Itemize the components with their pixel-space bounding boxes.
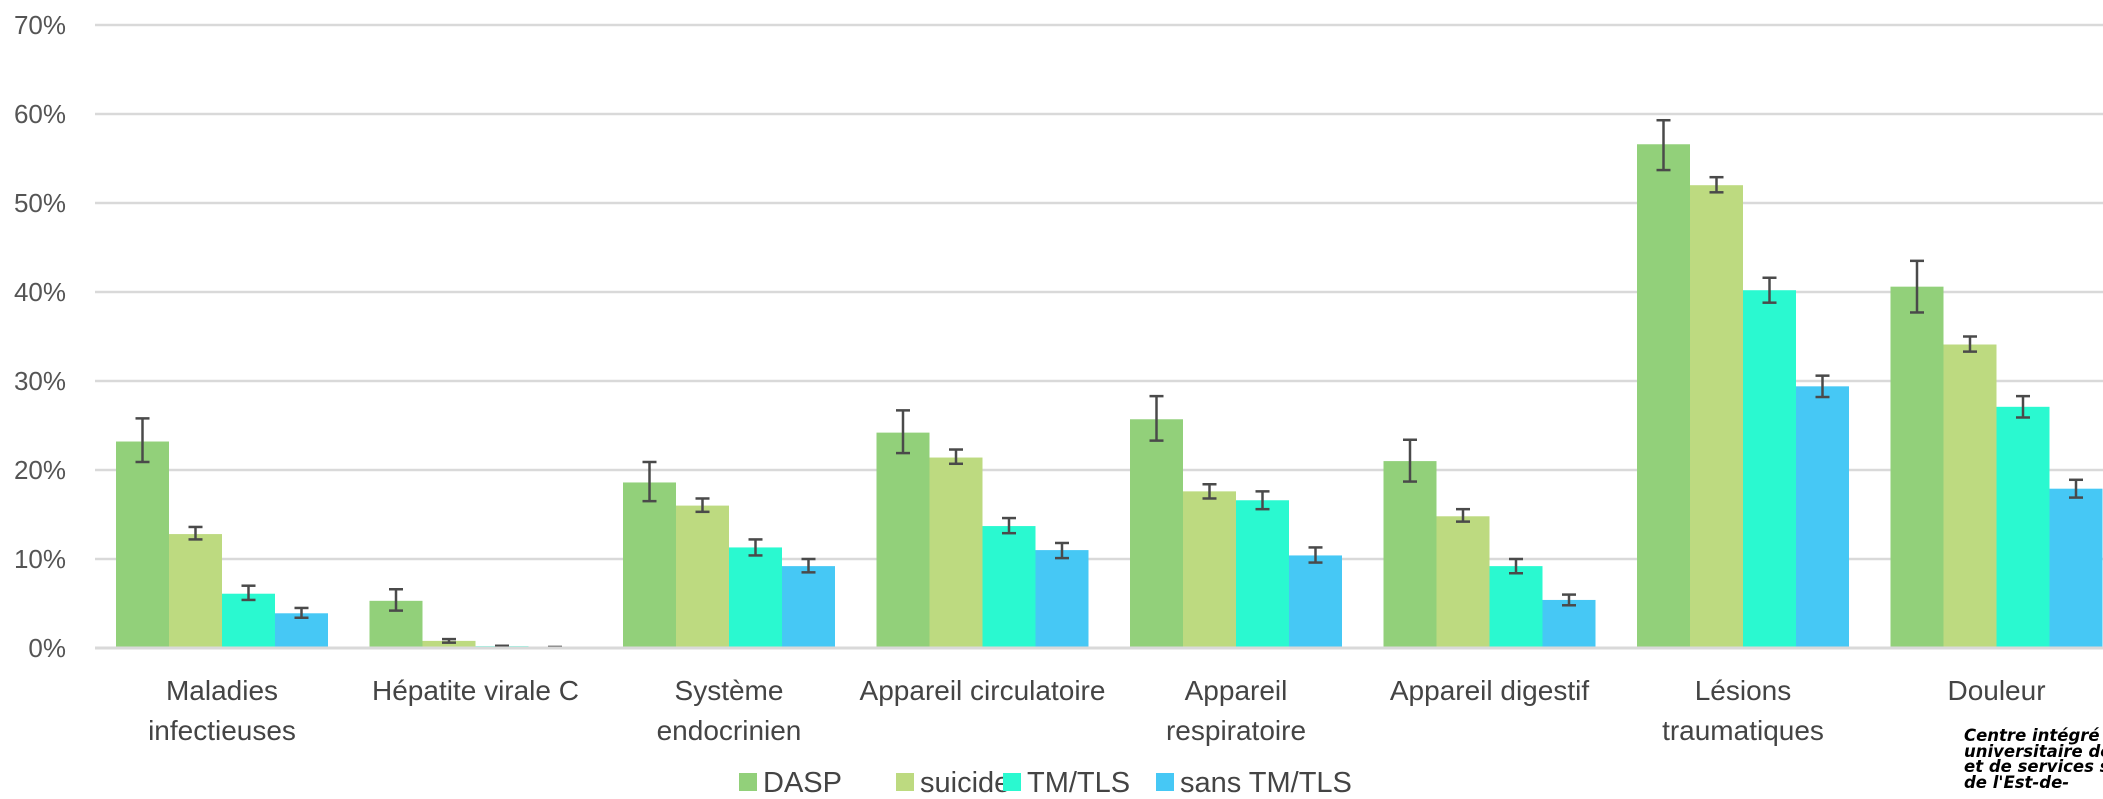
- error-bar: [1255, 490, 1270, 511]
- bar: [1436, 516, 1490, 648]
- error-bar: [1308, 546, 1323, 564]
- y-tick-label: 50%: [14, 188, 66, 218]
- corner-note-line: Centre intégré: [1964, 726, 2100, 745]
- error-bar: [1815, 374, 1830, 399]
- corner-note-line: universitaire de santé: [1964, 741, 2103, 761]
- bar: [1289, 555, 1342, 648]
- x-tick-label: Appareil circulatoire: [860, 675, 1106, 706]
- bar: [1690, 185, 1743, 648]
- y-axis-ticks: 0% 10% 20% 30% 40% 50% 60% 70%: [14, 10, 66, 663]
- y-tick-label: 0%: [28, 633, 66, 663]
- x-tick-label: Appareil respiratoire: [1166, 675, 1306, 746]
- bar: [1743, 290, 1796, 648]
- error-bar: [1002, 516, 1016, 535]
- bars: [116, 144, 2103, 648]
- y-tick-label: 10%: [14, 544, 66, 574]
- error-bar: [442, 637, 456, 644]
- y-tick-label: 30%: [14, 366, 66, 396]
- bar: [1943, 344, 1997, 648]
- bar: [1130, 419, 1183, 648]
- error-bar: [1762, 276, 1777, 304]
- error-bar: [949, 448, 963, 466]
- bar: [116, 441, 169, 648]
- bar: [275, 613, 328, 648]
- bar: [222, 593, 275, 648]
- x-tick-label: Lésions traumatiques: [1662, 675, 1824, 746]
- bar: [929, 457, 983, 648]
- gridlines: [95, 23, 2103, 561]
- error-bar: [695, 497, 710, 514]
- bar: [2049, 488, 2103, 648]
- bar: [982, 526, 1036, 648]
- bar: [1183, 491, 1236, 648]
- bar: [1236, 500, 1289, 648]
- bar: [1637, 144, 1690, 648]
- error-bar: [389, 588, 403, 612]
- error-bar: [1656, 118, 1671, 172]
- bar: [169, 534, 222, 648]
- bar: [1796, 386, 1849, 648]
- x-tick-label: Appareil digestif: [1390, 675, 1589, 706]
- error-bar: [1149, 394, 1164, 442]
- y-tick-label: 70%: [14, 10, 66, 40]
- legend-label: suicide: [920, 767, 1010, 799]
- error-bar: [642, 460, 657, 503]
- bar: [782, 566, 835, 648]
- legend-label: DASP: [763, 767, 842, 799]
- error-bar: [1562, 593, 1576, 607]
- bar: [422, 640, 476, 648]
- x-tick-label: Système endocrinien: [657, 675, 802, 746]
- bar: [676, 505, 729, 648]
- bar: [729, 547, 782, 648]
- error-bar: [294, 606, 309, 619]
- bar: [1035, 550, 1089, 648]
- legend: DASP suicide TM/TLS sans TM/TLS: [739, 767, 1352, 799]
- error-bar: [241, 584, 256, 602]
- y-tick-label: 40%: [14, 277, 66, 307]
- error-bar: [135, 417, 150, 464]
- bar: [1890, 286, 1944, 648]
- legend-label: sans TM/TLS: [1180, 767, 1352, 799]
- x-tick-label: Maladies infectieuses: [148, 675, 296, 746]
- bar: [1489, 566, 1543, 648]
- error-bar: [2069, 478, 2083, 499]
- error-bar: [1403, 438, 1417, 483]
- error-bar: [1963, 335, 1977, 353]
- legend-entry: suicide: [896, 767, 1010, 799]
- legend-swatch: [1156, 773, 1174, 791]
- y-tick-label: 60%: [14, 99, 66, 129]
- error-bar: [1055, 541, 1069, 560]
- legend-entry: TM/TLS: [1003, 767, 1130, 799]
- y-tick-label: 20%: [14, 455, 66, 485]
- error-bar: [1509, 557, 1523, 575]
- error-bar: [748, 538, 763, 557]
- error-bar: [1202, 482, 1217, 500]
- error-bar: [2016, 394, 2030, 419]
- legend-entry: DASP: [739, 767, 842, 799]
- bar: [1383, 461, 1437, 648]
- legend-swatch: [896, 773, 914, 791]
- corner-note-line: et de services sociaux: [1964, 757, 2103, 776]
- bar: [1542, 599, 1596, 648]
- corner-note: Centre intégré universitaire de santé et…: [1964, 728, 2103, 790]
- legend-entry: sans TM/TLS: [1156, 767, 1352, 799]
- x-axis-labels: Maladies infectieuses Hépatite virale C Sys…: [148, 675, 2045, 746]
- error-bar: [1456, 507, 1470, 523]
- corner-note-line: de l'Est-de-: [1964, 772, 2070, 792]
- x-tick-label: Douleur: [1947, 675, 2045, 706]
- legend-swatch: [739, 773, 757, 791]
- bar: [1996, 406, 2050, 648]
- legend-label: TM/TLS: [1027, 767, 1130, 799]
- x-tick-label: Hépatite virale C: [372, 675, 579, 706]
- bar: [623, 482, 676, 648]
- error-bar: [188, 525, 203, 541]
- legend-swatch: [1003, 773, 1021, 791]
- bar: [876, 432, 930, 648]
- error-bar: [801, 557, 816, 574]
- error-bar: [1709, 175, 1724, 194]
- error-bar: [1910, 259, 1924, 314]
- error-bar: [896, 409, 910, 455]
